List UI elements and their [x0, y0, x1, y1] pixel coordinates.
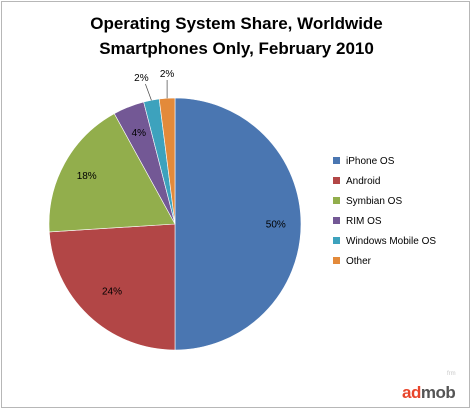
leader-line-windows-mobile-os — [145, 83, 152, 101]
legend-label-windows-mobile-os: Windows Mobile OS — [346, 236, 436, 247]
chart-title-line-2: Smartphones Only, February 2010 — [99, 39, 374, 58]
legend-swatch-iphone-os — [333, 157, 340, 164]
legend-label-other: Other — [346, 256, 372, 267]
slice-label-symbian-os: 18% — [77, 171, 97, 182]
slice-label-windows-mobile-os: 2% — [134, 73, 149, 84]
legend-label-symbian-os: Symbian OS — [346, 196, 402, 207]
chart-title-line-1: Operating System Share, Worldwide — [90, 14, 383, 33]
pie-slice-other — [158, 97, 176, 225]
admob-logo: admob — [402, 383, 456, 403]
legend: iPhone OS Android Symbian OS RIM OS Windows … — [333, 156, 436, 267]
legend-label-android: Android — [346, 176, 380, 187]
logo-part-ad: ad — [402, 383, 421, 402]
pie-slices — [48, 97, 302, 351]
pie-slice-symbian-os — [48, 113, 176, 233]
legend-label-iphone-os: iPhone OS — [346, 156, 395, 167]
pie-slice-android — [48, 223, 176, 351]
logo-part-mob: mob — [420, 383, 456, 402]
slice-labels: 50% 24% 18% 4% 2% 2% — [77, 69, 286, 298]
legend-swatch-symbian-os — [333, 197, 340, 204]
legend-swatch-windows-mobile-os — [333, 237, 340, 244]
slice-label-other: 2% — [160, 69, 175, 80]
pie-slice-iphone-os — [174, 97, 302, 351]
slice-label-iphone-os: 50% — [266, 220, 286, 231]
slice-label-rim-os: 4% — [132, 128, 147, 139]
leader-lines — [145, 80, 168, 101]
legend-label-rim-os: RIM OS — [346, 216, 382, 227]
legend-swatch-android — [333, 177, 340, 184]
legend-swatch-other — [333, 257, 340, 264]
legend-swatch-rim-os — [333, 217, 340, 224]
watermark-stamp: frm — [447, 371, 456, 377]
slice-label-android: 24% — [102, 287, 122, 298]
